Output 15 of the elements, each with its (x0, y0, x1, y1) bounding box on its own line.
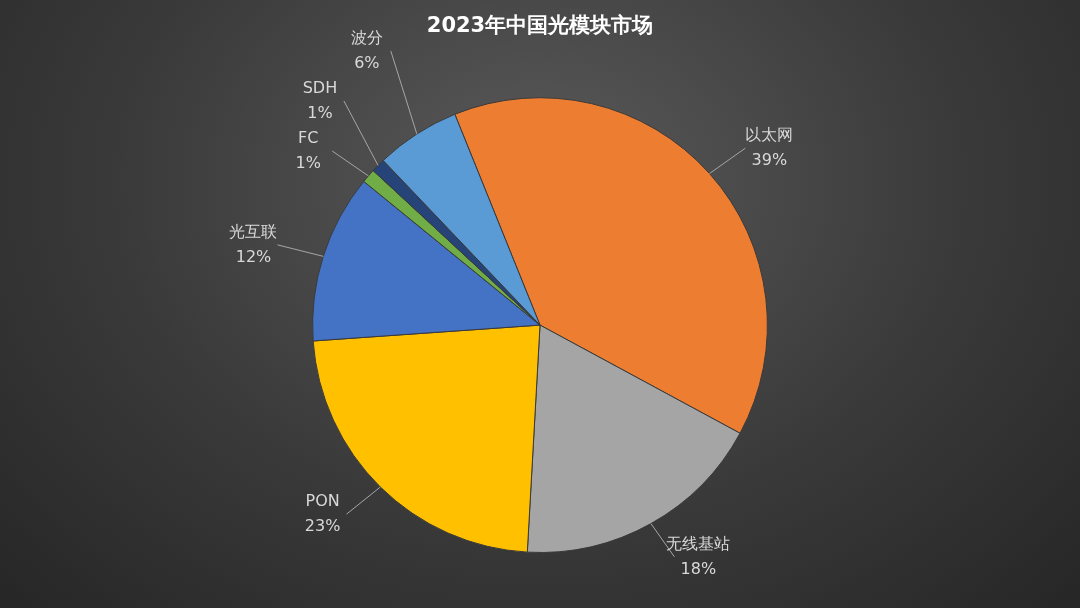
slice-label: PON (305, 491, 340, 511)
data-label: 1% (307, 103, 333, 123)
data-label: 6% (354, 53, 380, 73)
slice-label: 波分 (350, 28, 383, 48)
slice-label: 无线基站 (666, 533, 731, 553)
slice-label: 光互联 (229, 222, 278, 242)
data-label: 23% (304, 516, 341, 536)
slice-label: SDH (302, 78, 338, 98)
data-label: 1% (295, 153, 321, 173)
data-label: 39% (751, 150, 788, 170)
slice-label: 以太网 (745, 125, 794, 145)
chart-title: 2023年中国光模块市场 (426, 13, 654, 38)
data-label: 12% (235, 247, 272, 267)
data-label: 18% (680, 558, 717, 578)
slice-label: FC (297, 128, 319, 148)
